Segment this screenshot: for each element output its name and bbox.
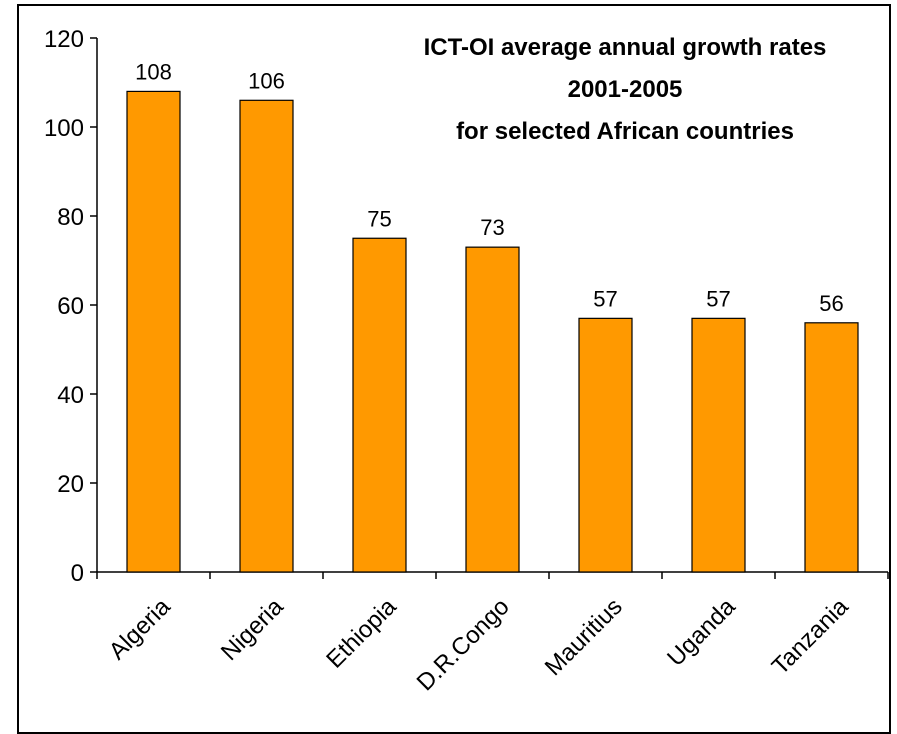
bar-uganda [691,317,746,573]
data-labels: 108 106 75 73 57 57 56 [135,59,844,315]
y-tick-label: 40 [57,382,84,409]
data-label: 75 [367,206,391,231]
chart-title-line-1: ICT-OI average annual growth rates [424,34,827,61]
bars [126,90,859,573]
y-tick-label: 0 [71,560,84,587]
y-tick-label: 60 [57,293,84,320]
bar-mauritius [578,317,633,573]
chart-title-line-2: 2001-2005 [568,76,683,103]
chart-title-line-3: for selected African countries [456,118,794,145]
y-tick-label: 80 [57,204,84,231]
x-tick-label: Nigeria [216,593,289,666]
x-tick-label: Tanzania [767,593,854,680]
x-tick-label: Mauritius [540,593,628,681]
data-label: 106 [248,68,285,93]
bar-ethiopia [352,237,407,573]
y-tick-label: 100 [44,115,84,142]
data-label: 57 [706,286,730,311]
x-tick-label: D.R.Congo [412,593,515,696]
data-label: 73 [480,215,504,240]
chart-title: ICT-OI average annual growth rates 2001-… [424,34,827,145]
x-tick-label: Ethiopia [321,593,402,674]
y-tick-label: 120 [44,26,84,53]
y-tick-label: 20 [57,471,84,498]
axes: 0 20 40 60 80 100 120 [44,26,889,587]
category-labels: Algeria Nigeria Ethiopia D.R.Congo Mauritius… [104,593,854,697]
bar-d-r-congo [465,246,520,573]
bar-algeria [126,90,181,573]
data-label: 56 [819,291,843,316]
bar-tanzania [804,322,859,573]
x-tick-label: Algeria [104,593,176,665]
data-label: 108 [135,59,172,84]
data-label: 57 [593,286,617,311]
bar-nigeria [239,99,294,573]
x-tick-label: Uganda [662,593,741,672]
